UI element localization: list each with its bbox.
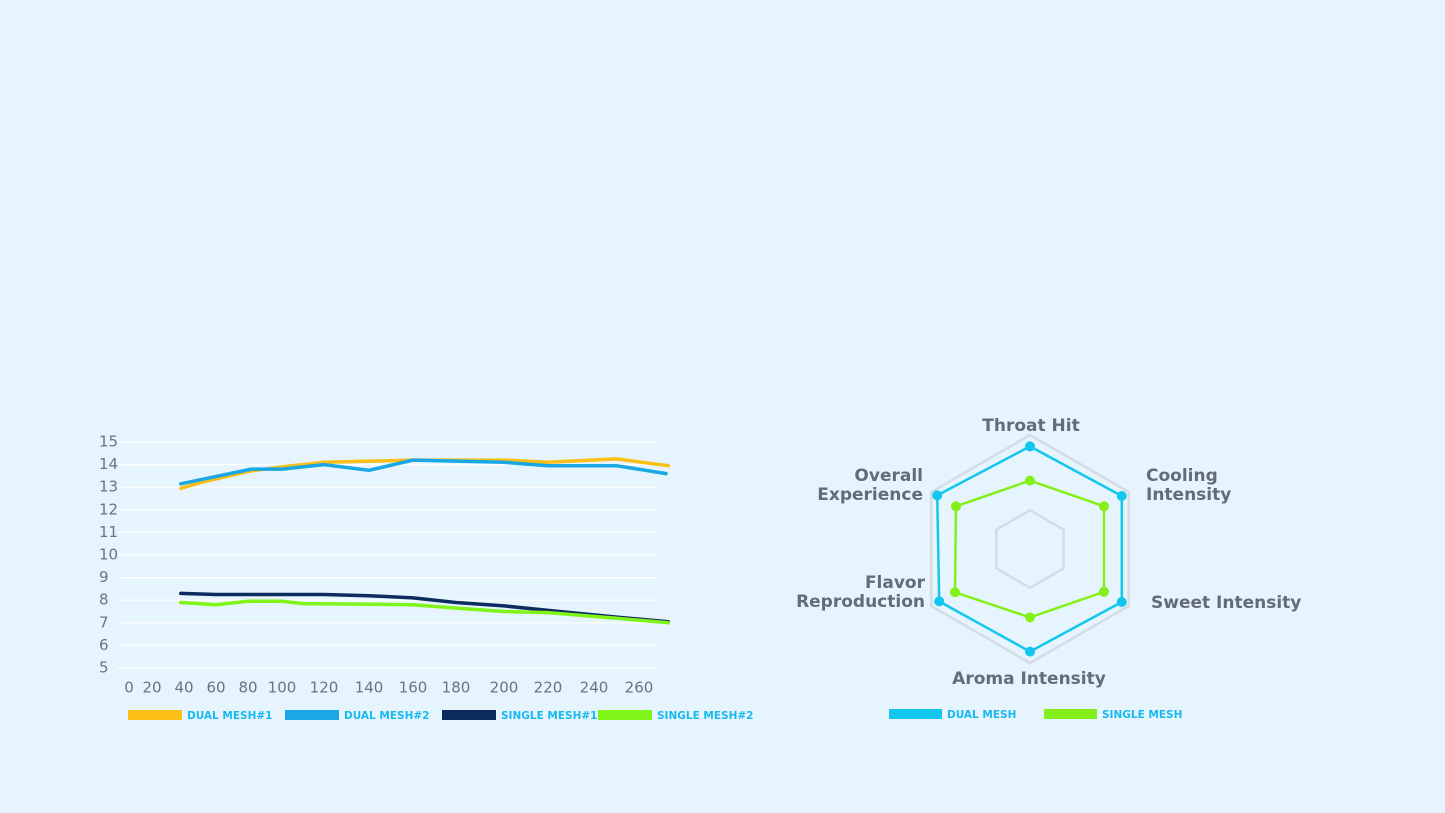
y-tick-label: 5 bbox=[99, 659, 109, 677]
series-line-1 bbox=[179, 457, 671, 491]
x-tick-label: 120 bbox=[310, 679, 339, 697]
radar-axis-label-line: Experience bbox=[817, 485, 923, 505]
radar-axis-label: Sweet Intensity bbox=[1151, 593, 1301, 613]
radar-axis-label-line: Intensity bbox=[1146, 485, 1231, 505]
legend-label: SINGLE MESH#1 bbox=[501, 710, 597, 722]
radar-axis-label-line: Flavor bbox=[865, 573, 926, 593]
radar-axis-label: Cooling Intensity bbox=[1146, 466, 1231, 505]
y-tick-label: 15 bbox=[99, 433, 118, 451]
radar-grid bbox=[930, 433, 1130, 665]
x-tick-label: 80 bbox=[238, 679, 257, 697]
radar-axis-label: Overall Experience bbox=[817, 466, 923, 505]
x-tick-label: 160 bbox=[399, 679, 428, 697]
x-tick-label: 60 bbox=[206, 679, 225, 697]
legend-swatch bbox=[889, 709, 942, 719]
legend-swatch bbox=[128, 710, 182, 720]
radar-point bbox=[1025, 475, 1035, 486]
radar-axis-label: Aroma Intensity bbox=[952, 669, 1106, 689]
series-line-2 bbox=[179, 458, 668, 486]
x-tick-label: 20 bbox=[142, 679, 161, 697]
series-line-4 bbox=[179, 599, 671, 625]
radar-point bbox=[951, 501, 961, 512]
y-tick-label: 8 bbox=[99, 591, 109, 609]
radar-axis-label-line: Overall bbox=[854, 466, 923, 486]
x-tick-label: 40 bbox=[174, 679, 193, 697]
x-tick-label: 220 bbox=[534, 679, 563, 697]
x-tick-label: 180 bbox=[442, 679, 471, 697]
radar-point bbox=[1116, 597, 1127, 607]
radar-axis-label: Throat Hit bbox=[982, 416, 1079, 436]
radar-axis-label-line: Cooling bbox=[1146, 466, 1218, 486]
y-tick-label: 14 bbox=[99, 455, 118, 473]
y-tick-label: 6 bbox=[99, 636, 109, 654]
radar-point bbox=[1025, 646, 1035, 657]
radar-axis-label-line: Reproduction bbox=[796, 592, 925, 612]
x-tick-label: 240 bbox=[580, 679, 609, 697]
legend-swatch bbox=[598, 710, 652, 720]
radar-series-2 bbox=[953, 479, 1106, 619]
radar-point bbox=[1099, 501, 1109, 512]
radar-axis-label-line: Sweet Intensity bbox=[1151, 593, 1301, 613]
legend-swatch bbox=[442, 710, 496, 720]
legend-label: SINGLE MESH bbox=[1102, 709, 1182, 721]
legend-label: DUAL MESH#1 bbox=[187, 710, 272, 722]
radar-grid bbox=[995, 508, 1065, 590]
y-tick-label: 10 bbox=[99, 546, 118, 564]
x-tick-label: 200 bbox=[490, 679, 519, 697]
radar-point bbox=[934, 596, 945, 607]
radar-point bbox=[932, 490, 943, 501]
x-tick-label: 0 bbox=[124, 679, 134, 697]
legend-label: DUAL MESH#2 bbox=[344, 710, 429, 722]
radar-point bbox=[1099, 586, 1109, 597]
radar-point bbox=[1116, 491, 1127, 501]
radar-axis-label-line: Throat Hit bbox=[982, 416, 1079, 436]
radar-point bbox=[1025, 612, 1035, 623]
line-chart: 5 6 7 8 9 10 11 12 13 14 15 0 20 40 60 80 100 120 140 160 18… bbox=[99, 433, 753, 723]
radar-chart: Throat Hit Cooling Intensity Sweet Intensit… bbox=[796, 416, 1301, 721]
x-tick-label: 100 bbox=[268, 679, 297, 697]
radar-point bbox=[1025, 441, 1035, 452]
x-tick-label: 260 bbox=[625, 679, 654, 697]
radar-axis-label-line: Aroma Intensity bbox=[952, 669, 1106, 689]
legend-swatch bbox=[285, 710, 339, 720]
y-tick-label: 12 bbox=[99, 500, 118, 518]
legend-swatch bbox=[1044, 709, 1097, 719]
radar-point bbox=[950, 587, 960, 598]
y-tick-label: 7 bbox=[99, 613, 109, 631]
legend-label: SINGLE MESH#2 bbox=[657, 710, 753, 722]
x-tick-label: 140 bbox=[355, 679, 384, 697]
y-tick-label: 9 bbox=[99, 568, 109, 586]
y-tick-label: 13 bbox=[99, 478, 118, 496]
y-tick-label: 11 bbox=[99, 523, 118, 541]
legend-label: DUAL MESH bbox=[947, 709, 1016, 721]
radar-axis-label: Flavor Reproduction bbox=[796, 573, 926, 612]
